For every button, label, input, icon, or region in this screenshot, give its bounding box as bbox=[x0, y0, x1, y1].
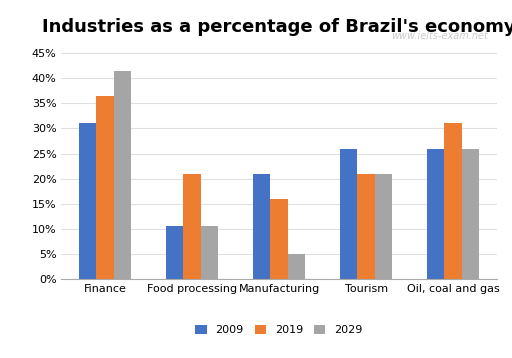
Bar bbox=[357, 174, 375, 279]
Bar bbox=[427, 149, 444, 279]
Bar bbox=[270, 199, 288, 279]
Bar bbox=[288, 254, 305, 279]
Bar bbox=[444, 124, 462, 279]
Bar bbox=[96, 96, 114, 279]
Legend: 2009, 2019, 2029: 2009, 2019, 2029 bbox=[191, 320, 367, 340]
Bar bbox=[462, 149, 479, 279]
Bar bbox=[79, 124, 96, 279]
Bar bbox=[375, 174, 392, 279]
Bar bbox=[183, 174, 201, 279]
Bar bbox=[166, 227, 183, 279]
Bar bbox=[201, 227, 218, 279]
Bar bbox=[340, 149, 357, 279]
Title: Industries as a percentage of Brazil's economy: Industries as a percentage of Brazil's e… bbox=[42, 18, 512, 36]
Bar bbox=[253, 174, 270, 279]
Text: www.ielts-exam.net: www.ielts-exam.net bbox=[391, 30, 488, 40]
Bar bbox=[114, 71, 131, 279]
